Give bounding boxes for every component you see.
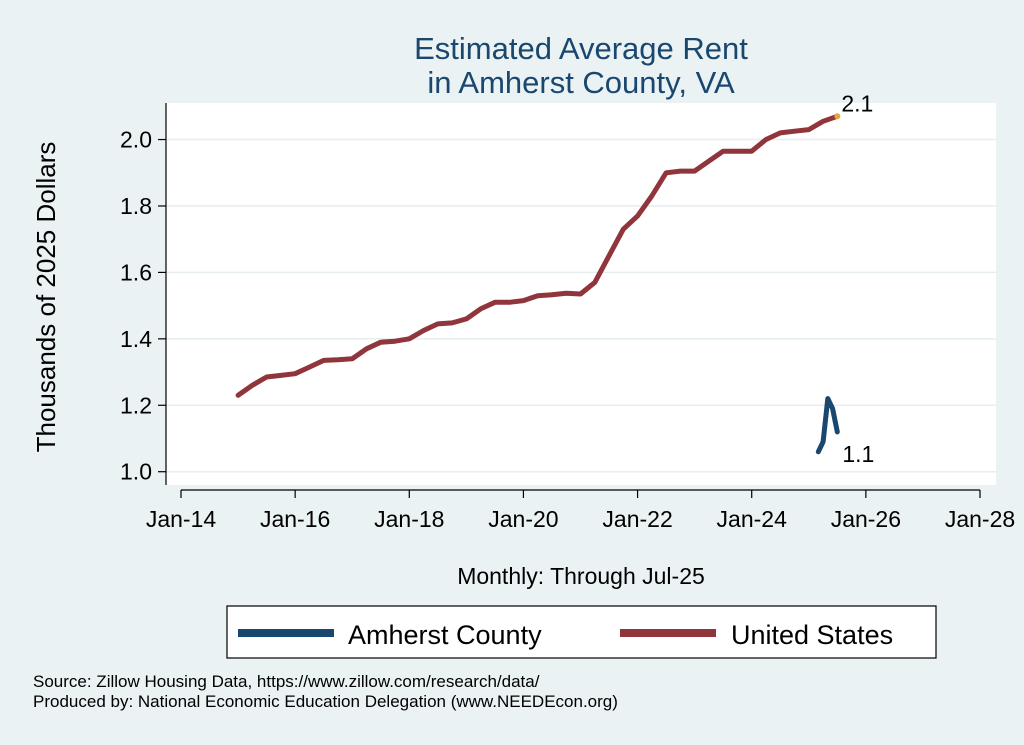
- chart-title-line: Estimated Average Rent: [414, 31, 748, 66]
- end-label-amherst-county: 1.1: [842, 441, 874, 467]
- x-tick-label: Jan-16: [260, 506, 330, 532]
- source-note: Source: Zillow Housing Data, https://www…: [33, 672, 540, 691]
- plot-area: 1.0 1.2 1.4 1.6 1.8 2.0 Jan-14 Jan-16 Jan-18 Jan-…: [120, 90, 1015, 532]
- footer: Source: Zillow Housing Data, https://www…: [33, 672, 618, 712]
- y-tick-label: 1.4: [120, 326, 152, 352]
- end-point-united-states: [834, 113, 841, 120]
- x-axis-label: Monthly: Through Jul-25: [457, 563, 705, 589]
- x-tick-label: Jan-18: [374, 506, 444, 532]
- y-tick-label: 1.8: [120, 193, 152, 219]
- x-tick-label: Jan-20: [488, 506, 558, 532]
- legend-box: [226, 605, 937, 659]
- series-line-amherst-county: [815, 396, 840, 455]
- y-tick-label: 2.0: [120, 127, 152, 153]
- rent-chart: 1.0 1.2 1.4 1.6 1.8 2.0 Jan-14 Jan-16 Jan-18 Jan-…: [31, 31, 1015, 659]
- legend: Amherst County United States: [226, 605, 937, 659]
- legend-label-amherst-county: Amherst County: [348, 620, 542, 650]
- legend-label-united-states: United States: [731, 620, 893, 650]
- end-label-united-states: 2.1: [841, 90, 873, 116]
- x-tick-label: Jan-28: [945, 506, 1015, 532]
- x-tick-label: Jan-24: [717, 506, 788, 532]
- y-tick-label: 1.0: [120, 459, 152, 485]
- producer-note: Produced by: National Economic Education…: [33, 692, 618, 711]
- y-axis-label: Thousands of 2025 Dollars: [31, 142, 61, 453]
- x-tick-label: Jan-22: [602, 506, 672, 532]
- x-tick-label: Jan-26: [831, 506, 901, 532]
- series-line-united-states: [235, 113, 840, 398]
- y-tick-label: 1.2: [120, 392, 152, 418]
- chart-title-line: in Amherst County, VA: [427, 65, 735, 100]
- x-tick-label: Jan-14: [146, 506, 217, 532]
- y-tick-label: 1.6: [120, 259, 152, 285]
